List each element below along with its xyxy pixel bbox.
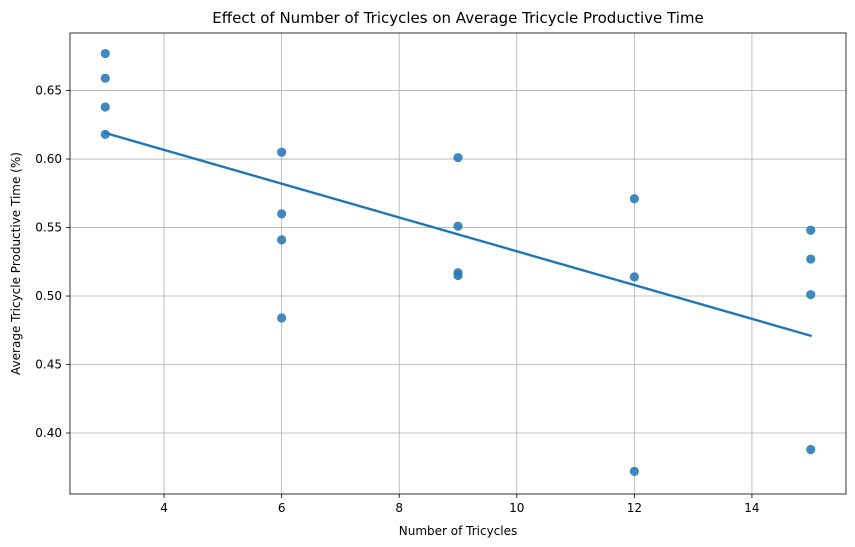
data-point: [629, 466, 639, 476]
x-tick-label: 8: [395, 501, 403, 515]
grid-lines: [70, 33, 846, 494]
data-point: [806, 290, 816, 300]
x-tick-label: 12: [627, 501, 642, 515]
x-tick-label: 10: [509, 501, 524, 515]
data-layer: [100, 48, 816, 476]
x-tick-label: 6: [278, 501, 286, 515]
y-tick-label: 0.40: [35, 426, 62, 440]
data-point: [100, 102, 110, 112]
data-point: [453, 153, 463, 163]
data-point: [806, 225, 816, 235]
y-tick-label: 0.50: [35, 289, 62, 303]
regression-line: [104, 131, 812, 337]
y-tick-label: 0.55: [35, 221, 62, 235]
x-tick-label: 4: [160, 501, 168, 515]
x-tick-label: 14: [744, 501, 759, 515]
axis-ticks: 4 6 8 10 12 14 0.40 0.45 0.50 0.55 0.60 0.65: [35, 84, 759, 515]
data-point: [277, 147, 287, 157]
data-point: [100, 48, 110, 59]
plot-frame: [69, 32, 847, 495]
data-point: [277, 313, 287, 323]
y-tick-label: 0.65: [35, 84, 62, 98]
data-point: [100, 73, 110, 83]
data-point: [453, 221, 463, 231]
chart-title: Effect of Number of Tricycles on Average…: [212, 9, 703, 27]
data-point: [629, 272, 639, 282]
data-point: [277, 235, 287, 245]
data-point: [277, 209, 287, 219]
y-tick-label: 0.45: [35, 358, 62, 372]
data-point: [806, 444, 816, 455]
y-tick-label: 0.60: [35, 152, 62, 166]
data-point: [629, 194, 639, 204]
y-axis-label: Average Tricycle Productive Time (%): [9, 152, 23, 375]
data-point: [806, 254, 816, 264]
x-axis-label: Number of Tricycles: [399, 524, 518, 538]
data-point: [100, 129, 110, 139]
data-point: [453, 270, 463, 281]
